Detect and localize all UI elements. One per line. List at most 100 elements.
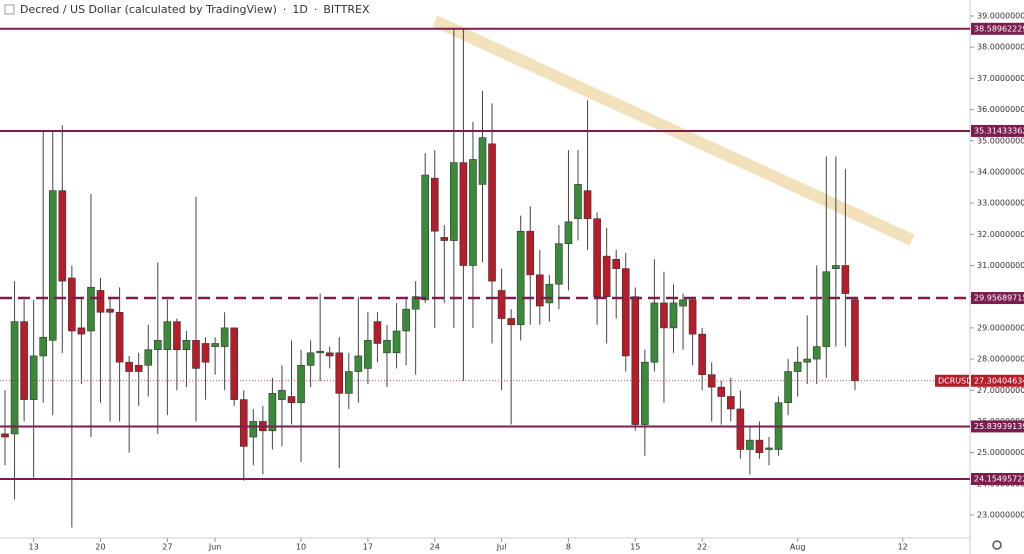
candle-body <box>154 340 162 351</box>
candle-body <box>239 399 248 447</box>
candle-body <box>593 218 601 297</box>
exchange[interactable]: BITTREX <box>323 3 370 16</box>
x-tick-label: 17 <box>363 543 373 552</box>
level-label: 25.83939139 <box>974 422 1024 431</box>
candle-body <box>784 371 792 404</box>
y-tick-label: 34.00000000 <box>977 167 1024 176</box>
candle-body <box>211 343 219 347</box>
candle-body <box>48 190 57 341</box>
candle-body <box>39 336 48 357</box>
candle-body <box>201 343 210 363</box>
last-price-box <box>971 374 1024 387</box>
interval: 1D <box>292 3 307 16</box>
candle-body <box>631 296 640 425</box>
y-tick-label: 35.00000000 <box>977 136 1024 145</box>
candle-body <box>450 162 458 241</box>
candle-body <box>793 361 802 372</box>
level-label: 38.58962229 <box>974 24 1024 33</box>
settings-icon[interactable] <box>992 540 1002 550</box>
y-tick-label: 33.00000000 <box>977 199 1024 208</box>
y-tick-label: 28.00000000 <box>977 355 1024 364</box>
level-label-box <box>971 472 1024 485</box>
candle-body <box>354 355 363 372</box>
candle-body <box>287 396 296 404</box>
candle-body <box>316 350 324 354</box>
candle-body <box>10 321 19 435</box>
symbol-label-box <box>935 374 969 387</box>
candle-body <box>430 177 439 232</box>
candle-body <box>29 355 38 400</box>
candle-body <box>421 174 430 301</box>
candle-body <box>660 302 668 329</box>
symbol-label: DCRUSD <box>938 376 972 385</box>
candle-body <box>220 327 229 347</box>
candle-body <box>765 447 773 450</box>
candle-body <box>440 237 449 241</box>
candle-body <box>583 190 592 220</box>
candle-body <box>641 361 649 425</box>
candle-body <box>411 296 420 310</box>
y-tick-label: 23.00000000 <box>977 511 1024 520</box>
symbol-icon[interactable] <box>4 4 15 15</box>
y-tick-label: 39.00000000 <box>977 12 1024 21</box>
candle-body <box>469 159 477 266</box>
x-tick-label: 12 <box>898 543 908 552</box>
candle-body <box>612 258 621 269</box>
candle-body <box>736 408 745 450</box>
level-label-box <box>971 22 1024 35</box>
candle-body <box>20 321 28 400</box>
candle-body <box>851 299 859 382</box>
level-label: 24.15495722 <box>974 474 1024 483</box>
candle-body <box>335 352 344 394</box>
candle-body <box>249 421 258 438</box>
x-tick-label: Jul <box>496 543 507 552</box>
candle-body <box>478 137 487 185</box>
candle-body <box>192 340 200 369</box>
y-tick-label: 38.00000000 <box>977 43 1024 52</box>
y-tick-label: 37.00000000 <box>977 74 1024 83</box>
candle-body <box>822 271 831 347</box>
candle-body <box>803 358 812 363</box>
x-tick-label: 13 <box>29 543 39 552</box>
candle-body <box>812 346 821 360</box>
x-tick-label: Jun <box>208 543 222 552</box>
candle-body <box>488 143 496 282</box>
candle-body <box>134 364 143 372</box>
candle-body <box>115 311 124 363</box>
y-tick-label: 32.00000000 <box>977 230 1024 239</box>
candle-body <box>325 352 334 357</box>
x-tick-label: 27 <box>162 543 172 552</box>
candle-body <box>173 321 181 351</box>
candle-body <box>58 190 67 282</box>
candle-body <box>459 162 468 266</box>
candle-body <box>688 299 697 335</box>
candle-body <box>497 290 506 319</box>
y-tick-label: 29.00000000 <box>977 323 1024 332</box>
candle-body <box>77 327 86 335</box>
x-tick-label: 15 <box>630 543 640 552</box>
candle-body <box>364 340 372 369</box>
y-tick-label: 31.00000000 <box>977 261 1024 270</box>
candle-body <box>574 184 582 220</box>
y-tick-label: 36.00000000 <box>977 105 1024 114</box>
candle-body <box>602 255 611 297</box>
x-tick-label: 8 <box>566 543 571 552</box>
candle-body <box>564 221 573 244</box>
candle-body <box>669 302 678 329</box>
candle-body <box>383 340 391 354</box>
candle-body <box>555 243 563 285</box>
candle-body <box>650 302 659 363</box>
chart-title: Decred / US Dollar (calculated by Tradin… <box>20 3 277 16</box>
candle-body <box>230 327 238 400</box>
candle-body <box>268 393 277 432</box>
y-tick-label: 27.00000000 <box>977 386 1024 395</box>
level-label-box <box>971 420 1024 433</box>
candle-body <box>68 277 76 332</box>
x-tick-label: 22 <box>697 543 707 552</box>
level-label-box <box>971 124 1024 137</box>
separator: · <box>314 3 318 16</box>
candle-body <box>507 318 515 326</box>
x-tick-label: Aug <box>790 543 806 552</box>
